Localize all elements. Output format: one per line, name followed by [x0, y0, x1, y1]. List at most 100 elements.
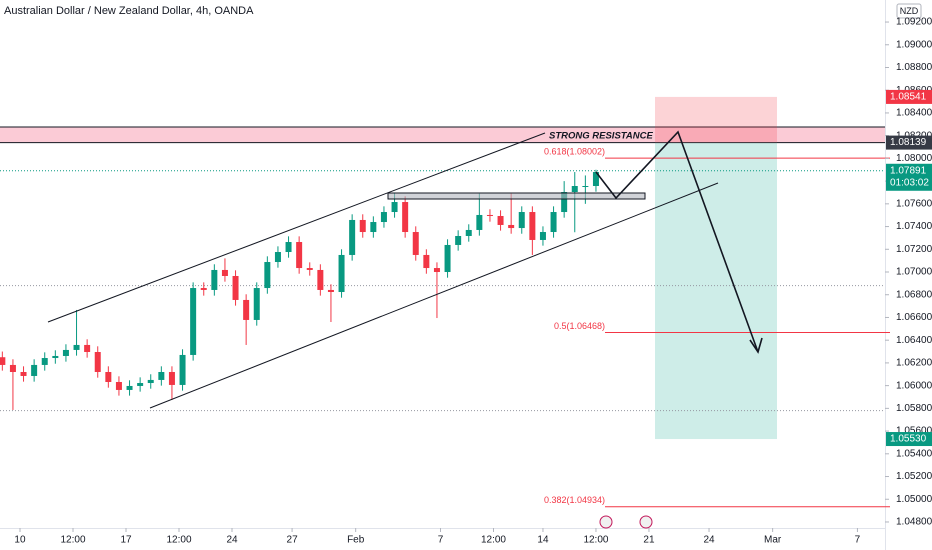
y-tick-label: 1.06000: [896, 380, 932, 391]
candle-body: [137, 383, 144, 386]
candle-body: [380, 212, 387, 223]
candle-body: [476, 214, 483, 230]
candle-body: [20, 371, 27, 376]
candle-body: [338, 254, 345, 293]
currency-badge[interactable]: [896, 3, 922, 19]
resistance-band: [0, 127, 885, 143]
x-tick-label: 24: [226, 535, 238, 546]
candle-body: [486, 214, 493, 216]
price-tag-label: 1.05530: [890, 434, 927, 445]
x-tick-label: 21: [643, 535, 655, 546]
candle-body: [221, 269, 228, 276]
drawings: [47, 130, 763, 529]
candle-body: [0, 357, 6, 365]
x-tick-label: Mar: [764, 535, 782, 546]
y-tick-label: 1.07600: [896, 198, 932, 209]
x-tick-label: 24: [703, 535, 715, 546]
candle-body: [158, 371, 165, 380]
event-icon[interactable]: [639, 515, 653, 529]
candle-body: [274, 252, 281, 263]
candle-body: [126, 385, 133, 390]
fib-label: 0.382(1.04934): [544, 495, 605, 505]
candle-body: [73, 344, 80, 350]
candle-body: [423, 254, 430, 269]
y-tick-label: 1.05000: [896, 494, 932, 505]
x-tick-label: 14: [537, 535, 549, 546]
candle-body: [497, 215, 504, 225]
candle-body: [317, 269, 324, 290]
x-tick-label: 17: [120, 535, 132, 546]
x-tick-label: 12:00: [481, 535, 506, 546]
candle-body: [200, 288, 207, 290]
candle-body: [359, 219, 366, 233]
candle-body: [211, 269, 218, 290]
y-tick-label: 1.05400: [896, 448, 932, 459]
x-tick-label: 10: [14, 535, 26, 546]
candle-body: [349, 219, 356, 255]
price-tag-label: 1.08139: [890, 137, 927, 148]
projection-path: [595, 130, 759, 353]
candle-body: [550, 212, 557, 233]
resistance-label: STRONG RESISTANCE: [549, 131, 653, 142]
candle-body: [412, 232, 419, 255]
candle-body: [243, 299, 250, 320]
fib-label: 0.5(1.06468): [554, 321, 605, 331]
candle-body: [306, 268, 313, 270]
candle-body: [391, 202, 398, 213]
candle-body: [253, 288, 260, 320]
candle-body: [115, 381, 122, 390]
candle-body: [592, 172, 599, 186]
candle-body: [31, 364, 38, 376]
target-zone: [655, 142, 777, 440]
channel-upper: [47, 132, 546, 323]
x-tick-label: 12:00: [583, 535, 608, 546]
candle-body: [582, 185, 589, 187]
event-icon[interactable]: [599, 515, 613, 529]
y-tick-label: 1.05600: [896, 426, 932, 437]
price-tag-label: 1.08541: [890, 92, 927, 103]
candle-body: [508, 224, 515, 229]
candle-body: [402, 202, 409, 233]
candle-body: [264, 262, 271, 289]
x-tick-label: 27: [287, 535, 299, 546]
candle-body: [84, 344, 91, 352]
y-tick-label: 1.08000: [896, 153, 932, 164]
y-tick-label: 1.08400: [896, 108, 932, 119]
candle-body: [285, 242, 292, 253]
candle-body: [518, 212, 525, 229]
y-tick-label: 1.06200: [896, 358, 932, 369]
x-tick-label: 12:00: [166, 535, 191, 546]
candle-body: [94, 352, 101, 372]
y-tick-label: 1.06400: [896, 335, 932, 346]
candle-body: [168, 371, 175, 385]
candle-body: [571, 185, 578, 193]
candle-body: [327, 289, 334, 293]
currency-label: NZD: [900, 6, 919, 16]
candle-body: [62, 349, 69, 356]
x-tick-label: Feb: [347, 535, 365, 546]
candle-body: [179, 354, 186, 385]
y-tick-label: 1.07400: [896, 221, 932, 232]
candle-body: [147, 379, 154, 384]
countdown: 01:03:02: [890, 177, 929, 188]
price-tag: [886, 89, 932, 104]
candle-body: [190, 288, 197, 355]
candle-body: [370, 222, 377, 233]
chart-title: Australian Dollar / New Zealand Dollar, …: [4, 5, 254, 17]
candle-body: [539, 232, 546, 240]
price-tag: [886, 135, 932, 150]
y-tick-label: 1.06800: [896, 289, 932, 300]
candle-body: [465, 229, 472, 236]
y-tick-label: 1.07000: [896, 267, 932, 278]
candle-body: [232, 275, 239, 300]
y-tick-label: 1.06600: [896, 312, 932, 323]
candle-body: [444, 244, 451, 273]
support-zone: [387, 192, 646, 200]
candle-body: [9, 364, 16, 372]
stop-zone: [655, 96, 777, 143]
y-tick-label: 1.04800: [896, 517, 932, 528]
y-tick-label: 1.09000: [896, 39, 932, 50]
arrow-head: [749, 337, 763, 354]
x-tick-label: 7: [438, 535, 444, 546]
